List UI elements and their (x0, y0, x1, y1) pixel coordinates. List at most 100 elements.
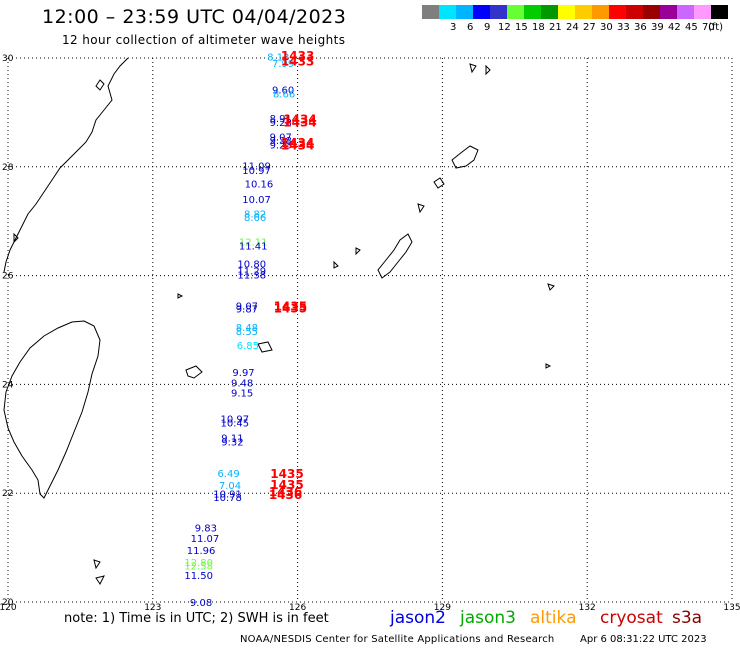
wave-height-value: 9.60 (272, 85, 294, 96)
wave-height-value: 10.16 (245, 179, 274, 190)
wave-height-value: 10.80 (237, 259, 266, 270)
color-scale-label: 30 (600, 22, 613, 33)
observation-time: 1435 (274, 302, 307, 316)
color-scale-swatch (422, 5, 439, 19)
wave-height-value: 12.80 (184, 558, 213, 569)
axis-tick-labels: 120 123 126 129 132 135 30 28 26 24 22 20 (0, 54, 740, 613)
color-scale-swatch (660, 5, 677, 19)
color-scale-label: 70 (702, 22, 715, 33)
lat-tick-label: 20 (2, 598, 14, 608)
wave-height-value: 8.13 (267, 53, 289, 64)
legend-jason3: jason3 (460, 608, 516, 628)
island (469, 63, 477, 74)
observation-time: 1434 (283, 112, 316, 126)
coastline (3, 57, 555, 585)
wave-height-value: 9.08 (190, 598, 212, 609)
color-scale-swatch (507, 5, 524, 19)
observation-time: 1433 (281, 49, 314, 63)
wave-height-value: 6.49 (217, 469, 239, 480)
observation-time: 1435 (274, 299, 307, 313)
lat-tick-label: 26 (2, 272, 14, 282)
wave-height-value: 9.11 (221, 434, 243, 445)
color-scale-swatch (643, 5, 660, 19)
color-scale-swatch (473, 5, 490, 19)
legend-s3a: s3a (672, 608, 703, 628)
color-scale-swatch (694, 5, 711, 19)
wave-height-value: 11.96 (187, 546, 216, 557)
color-scale-label: 6 (467, 22, 474, 33)
wave-height-value: 9.48 (231, 379, 253, 390)
lon-tick-label: 126 (289, 603, 306, 613)
wave-height-value: 6.85 (237, 341, 259, 352)
wave-height-value: 9.07 (270, 133, 292, 144)
map-title: 12:00 – 23:59 UTC 04/04/2023 (42, 6, 347, 28)
wave-height-value: 8.66 (273, 90, 295, 101)
wave-height-value: 7.04 (219, 481, 241, 492)
miyako-coastline (257, 341, 273, 353)
wave-height-value: 8.55 (236, 327, 258, 338)
color-scale-swatch (626, 5, 643, 19)
color-scale-label: 9 (484, 22, 491, 33)
lat-tick-label: 28 (2, 163, 14, 173)
color-scale-swatch (541, 5, 558, 19)
island (545, 363, 552, 369)
color-scale-swatch (439, 5, 456, 19)
observation-labels: 8.137.999.608.668.919.289.079.389.2311.0… (184, 53, 295, 609)
color-scale-swatch (575, 5, 592, 19)
color-scale-unit: (ft) (708, 22, 724, 33)
color-scale-swatch (456, 5, 473, 19)
amami-coastline (451, 145, 479, 169)
wave-height-value: 9.83 (195, 523, 217, 534)
wave-height-value: 9.23 (270, 140, 292, 151)
color-scale-label: 33 (617, 22, 630, 33)
wave-height-value: 11.38 (237, 270, 266, 281)
color-scale-label: 24 (566, 22, 579, 33)
wave-height-value: 11.29 (237, 267, 266, 278)
wave-height-value: 10.91 (213, 490, 242, 501)
wave-height-value: 9.87 (236, 305, 258, 316)
island (177, 293, 184, 299)
color-scale-label: 21 (549, 22, 562, 33)
color-scale-label: 3 (450, 22, 457, 33)
island (95, 575, 105, 585)
wave-height-value: 9.38 (270, 136, 292, 147)
observation-time: 1435 (270, 478, 303, 492)
wave-height-value: 8.66 (244, 213, 266, 224)
island (355, 247, 361, 256)
lon-tick-label: 132 (579, 603, 596, 613)
legend-cryosat: cryosat (600, 608, 663, 628)
map-subtitle: 12 hour collection of altimeter wave hei… (62, 33, 346, 47)
observation-time: 1436 (269, 488, 302, 502)
wave-height-value: 12.11 (239, 238, 268, 249)
okinawa-coastline (377, 233, 413, 279)
color-scale-label: 45 (685, 22, 698, 33)
ishigaki-coastline (185, 365, 203, 379)
island (485, 64, 491, 76)
wave-height-value: 10.97 (242, 166, 271, 177)
color-scale-label: 18 (532, 22, 545, 33)
observation-time: 1435 (270, 467, 303, 481)
wave-height-value: 11.50 (184, 571, 213, 582)
legend-altika: altika (530, 608, 577, 628)
wave-height-value: 11.07 (191, 534, 220, 545)
mainland-coastline (3, 57, 129, 273)
observation-time: 1436 (269, 485, 302, 499)
observation-time: 1434 (281, 138, 314, 152)
color-scale-swatch (609, 5, 626, 19)
lat-tick-label: 24 (2, 380, 14, 390)
credit-text: NOAA/NESDIS Center for Satellite Applica… (240, 634, 555, 645)
legend-jason2: jason2 (390, 608, 446, 628)
color-scale-swatch (490, 5, 507, 19)
wave-height-value: 8.91 (270, 114, 292, 125)
color-scale-swatch (711, 5, 728, 19)
wave-height-value: 10.45 (221, 418, 250, 429)
footer-note: note: 1) Time is in UTC; 2) SWH is in fe… (64, 611, 329, 626)
lon-tick-label: 120 (0, 603, 17, 613)
observation-time: 1434 (281, 136, 314, 150)
observation-time: 1434 (283, 116, 316, 130)
wave-height-value: 9.07 (236, 301, 258, 312)
island (93, 559, 101, 570)
color-scale-swatch (677, 5, 694, 19)
wave-height-value: 10.07 (242, 195, 271, 206)
